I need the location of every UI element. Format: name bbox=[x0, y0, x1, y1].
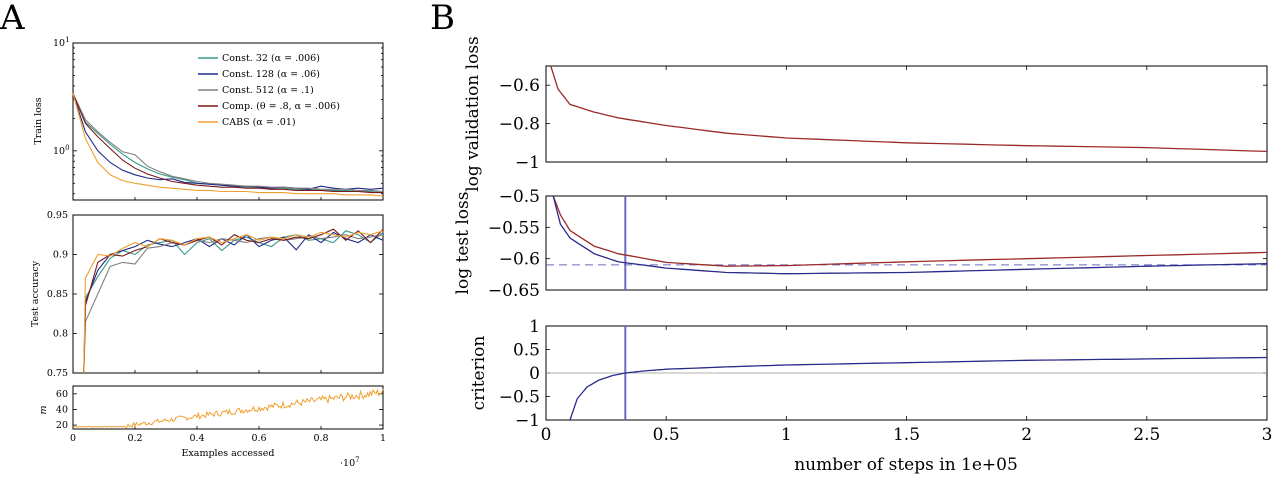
b-xtick-label: 0.5 bbox=[653, 425, 680, 445]
legend-entry: Comp. (θ = .8, α = .006) bbox=[222, 101, 340, 112]
legend-entry: Const. 32 (α = .006) bbox=[222, 53, 320, 64]
batch-size-ytick-label: 20 bbox=[56, 420, 68, 431]
test-loss-ytick-label: −0.6 bbox=[499, 250, 540, 270]
b-xtick-label: 3 bbox=[1262, 425, 1273, 445]
test-accuracy-series-line bbox=[83, 230, 384, 374]
test-accuracy-frame bbox=[72, 214, 384, 374]
test-accuracy-series-line bbox=[83, 230, 384, 374]
examples-accessed-xlabel: Examples accessed bbox=[182, 448, 275, 459]
batch-size-xtick-label: 0.6 bbox=[251, 433, 266, 444]
train-loss-series-line bbox=[72, 93, 384, 197]
criterion-ytick-label: 0 bbox=[529, 364, 540, 384]
validation-loss-ylabel: log validation loss bbox=[463, 36, 483, 192]
train-loss-series-line bbox=[72, 93, 384, 190]
validation-loss-ytick-label: −0.6 bbox=[499, 76, 540, 96]
test-loss-ylabel: log test loss bbox=[453, 192, 473, 295]
validation-loss-ytick-label: −0.8 bbox=[499, 115, 540, 135]
steps-xlabel: number of steps in 1e+05 bbox=[794, 455, 1018, 475]
legend: Const. 32 (α = .006) Const. 128 (α = .06)… bbox=[198, 53, 340, 128]
criterion-ytick-label: −0.5 bbox=[499, 388, 540, 408]
criterion-line bbox=[569, 356, 1268, 421]
test-accuracy-ylabel: Test accuracy bbox=[30, 260, 41, 327]
criterion-ytick-label: 1 bbox=[529, 317, 540, 337]
test-accuracy-ytick-label: 0.9 bbox=[53, 250, 68, 261]
batch-size-xtick-label: 1 bbox=[380, 433, 386, 444]
panel-label-b: B bbox=[430, 0, 455, 38]
criterion-ylabel: criterion bbox=[469, 336, 489, 411]
batch-size-ytick-label: 60 bbox=[56, 389, 68, 400]
test-loss-ytick-label: −0.55 bbox=[488, 218, 540, 238]
legend-entry: CABS (α = .01) bbox=[222, 117, 296, 128]
b-xtick-label: 1.5 bbox=[893, 425, 920, 445]
train-loss-ytick-label: 100 bbox=[53, 144, 70, 157]
test-loss-line bbox=[552, 195, 1268, 267]
panel-label-a: A bbox=[0, 0, 25, 38]
batch-size-ytick-label: 40 bbox=[56, 404, 68, 415]
test-accuracy-chart: Test accuracy 0.75 0.8 0.85 0.9 0.95 bbox=[30, 210, 384, 379]
train-loss-frame bbox=[72, 42, 384, 201]
test-loss-frame bbox=[545, 195, 1268, 291]
legend-entry: Const. 512 (α = .1) bbox=[222, 85, 314, 96]
batch-size-chart: m 20 40 60 0 0.2 0.4 0.6 0.8 1 Examples accesse… bbox=[38, 385, 386, 469]
b-xtick-label: 2 bbox=[1021, 425, 1032, 445]
test-accuracy-ytick-label: 0.75 bbox=[47, 368, 68, 379]
test-loss-ytick-label: −0.65 bbox=[488, 281, 540, 301]
test-accuracy-series-line bbox=[83, 234, 384, 374]
test-loss-ytick-label: −0.5 bbox=[499, 187, 540, 207]
b-xtick-label: 2.5 bbox=[1133, 425, 1160, 445]
test-loss-line bbox=[552, 195, 1268, 275]
batch-size-frame bbox=[72, 385, 384, 430]
batch-size-series-line bbox=[72, 388, 384, 429]
train-loss-ytick-label: 101 bbox=[53, 36, 70, 49]
b-xtick-label: 1 bbox=[781, 425, 792, 445]
test-accuracy-ytick-label: 0.85 bbox=[47, 289, 68, 300]
b-xtick-label: 0 bbox=[541, 425, 552, 445]
x-multiplier: ·107 bbox=[340, 456, 360, 469]
log-test-loss-chart: log test loss −0.5 −0.55 −0.6 −0.65 bbox=[453, 187, 1268, 301]
log-validation-loss-chart: log validation loss −0.6 −0.8 −1 bbox=[463, 36, 1268, 192]
train-loss-ylabel: Train loss bbox=[33, 97, 44, 144]
train-loss-series-line bbox=[72, 93, 383, 194]
legend-entry: Const. 128 (α = .06) bbox=[222, 69, 320, 80]
criterion-ytick-label: −1 bbox=[515, 411, 540, 431]
batch-size-xtick-label: 0.8 bbox=[313, 433, 328, 444]
batch-size-ylabel: m bbox=[38, 405, 49, 414]
criterion-ytick-label: 0.5 bbox=[513, 341, 540, 361]
test-accuracy-ytick-label: 0.8 bbox=[53, 329, 68, 340]
batch-size-xtick-label: 0.4 bbox=[189, 433, 204, 444]
batch-size-xtick-label: 0 bbox=[70, 433, 76, 444]
batch-size-xtick-label: 0.2 bbox=[127, 433, 142, 444]
criterion-chart: criterion 10.50−0.5−1 0 0.5 1 1.5 2 2.5 3 numb… bbox=[469, 317, 1272, 475]
validation-loss-ytick-label: −1 bbox=[515, 153, 540, 173]
test-accuracy-series-line bbox=[83, 228, 384, 374]
validation-loss-line bbox=[550, 65, 1268, 153]
train-loss-series-line bbox=[72, 93, 384, 193]
test-accuracy-ytick-label: 0.95 bbox=[47, 210, 68, 221]
